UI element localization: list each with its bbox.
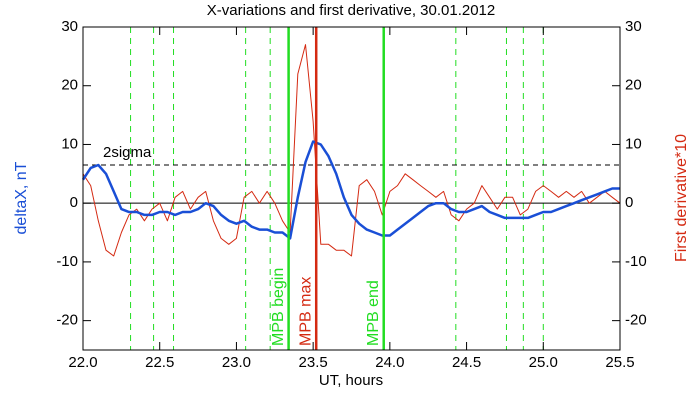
- y2-axis-label: First derivative*10: [673, 134, 690, 262]
- threshold-label: 2sigma: [103, 144, 152, 161]
- event-label: MPB end: [365, 280, 382, 346]
- y-tick-label: 30: [61, 18, 78, 35]
- y2-tick-label: 30: [625, 18, 642, 35]
- y-tick-label: 0: [70, 194, 78, 211]
- x-tick-label: 25.5: [605, 354, 634, 371]
- x-tick-label: 23.5: [299, 354, 328, 371]
- y-tick-label: -20: [56, 312, 78, 329]
- y2-tick-label: -20: [625, 312, 647, 329]
- x-tick-label: 24.0: [375, 354, 404, 371]
- plot-frame: [82, 26, 621, 351]
- x-tick-label: 25.0: [529, 354, 558, 371]
- x-tick-label: 22.0: [68, 354, 97, 371]
- x-axis-label: UT, hours: [319, 372, 383, 389]
- y-axis-label: deltaX, nT: [13, 161, 30, 234]
- x-tick-label: 23.0: [222, 354, 251, 371]
- y-tick-label: -10: [56, 253, 78, 270]
- x-tick-label: 24.5: [452, 354, 481, 371]
- y-tick-label: 20: [61, 77, 78, 94]
- y2-tick-label: 0: [625, 194, 633, 211]
- y2-tick-label: 20: [625, 77, 642, 94]
- data-line: [82, 44, 621, 257]
- event-label: MPB begin: [270, 268, 287, 346]
- chart-title: X-variations and first derivative, 30.01…: [207, 2, 496, 19]
- y-tick-label: 10: [61, 135, 78, 152]
- event-label: MPB max: [297, 277, 314, 346]
- data-line: [81, 140, 620, 240]
- y2-tick-label: 10: [625, 135, 642, 152]
- y2-tick-label: -10: [625, 253, 647, 270]
- x-tick-label: 22.5: [145, 354, 174, 371]
